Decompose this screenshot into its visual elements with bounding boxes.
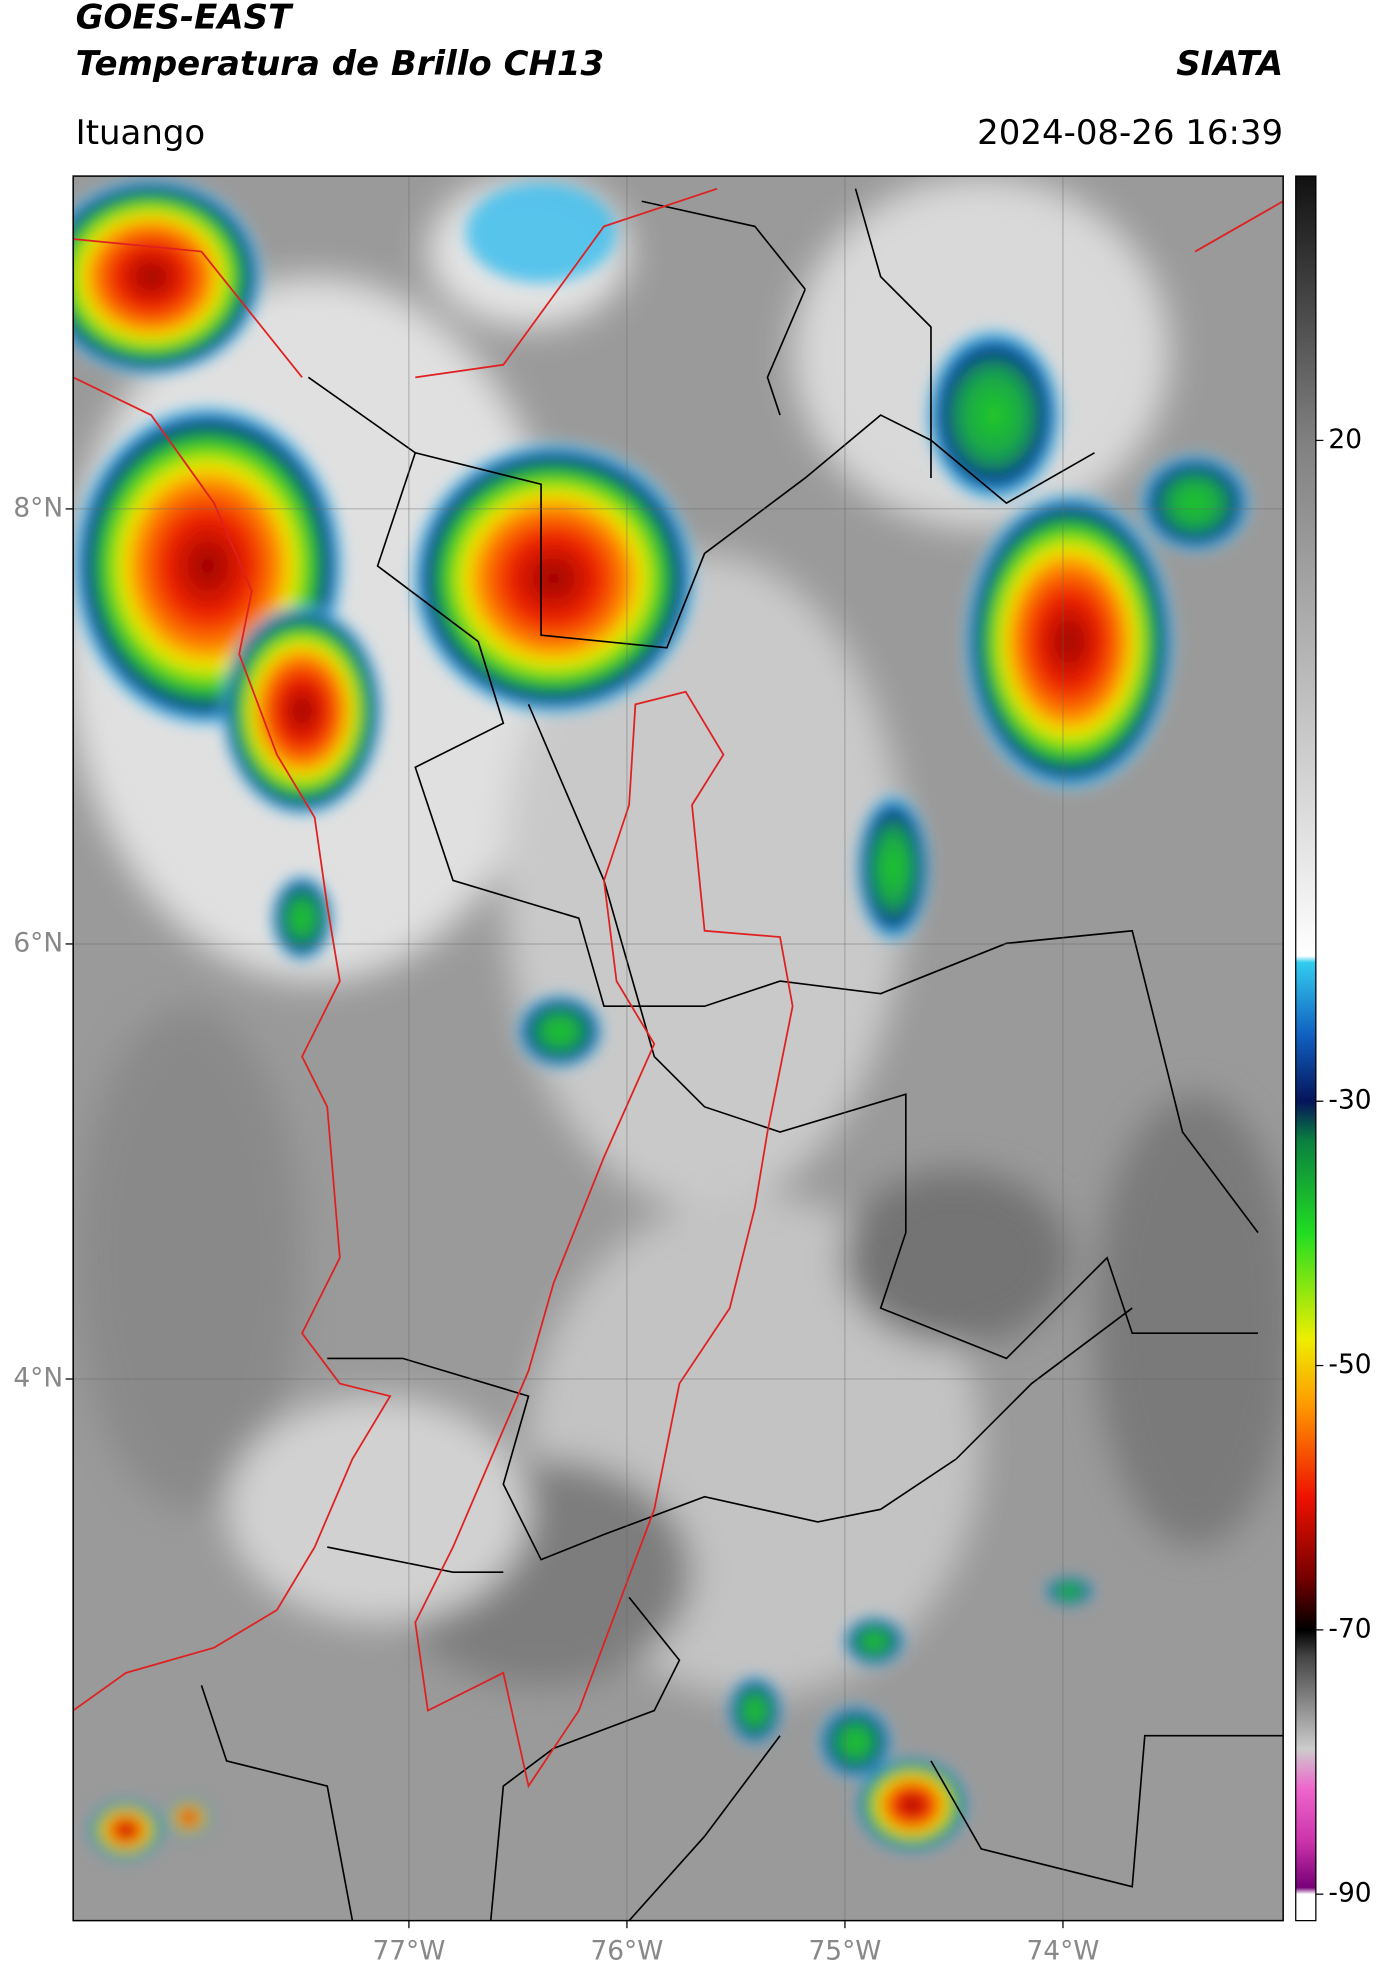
y-tick-label: 8°N — [13, 492, 63, 523]
title: GOES-EAST — [76, 0, 294, 37]
location: Ituango — [76, 113, 206, 153]
colorbar-tick-label: -30 — [1328, 1085, 1371, 1116]
colorbar-scale — [1295, 175, 1317, 1922]
colorbar: -90 -70 -50 -30 20 — [1295, 175, 1372, 1922]
satellite-image — [73, 176, 1284, 1921]
colorbar-tick-label: -90 — [1328, 1878, 1371, 1909]
timestamp: 2024-08-26 16:39 — [977, 113, 1283, 153]
colorbar-tick-label: -50 — [1328, 1349, 1371, 1380]
x-tick-label: 74°W — [1026, 1936, 1099, 1967]
graticule — [73, 176, 1284, 1921]
boundaries — [200, 188, 1284, 1921]
region-outlines — [73, 187, 1284, 1789]
x-tick-label: 75°W — [808, 1936, 881, 1967]
agency: SIATA — [1176, 44, 1283, 84]
y-tick-label: 6°N — [13, 927, 63, 958]
x-tick-label: 76°W — [590, 1936, 663, 1967]
x-tick-label: 77°W — [372, 1936, 445, 1967]
map-frame — [72, 175, 1284, 1922]
subtitle: Temperatura de Brillo CH13 — [76, 44, 604, 84]
y-tick-label: 4°N — [13, 1362, 63, 1393]
colorbar-tick-label: -70 — [1328, 1613, 1371, 1644]
colorbar-tick-label: 20 — [1328, 424, 1362, 455]
